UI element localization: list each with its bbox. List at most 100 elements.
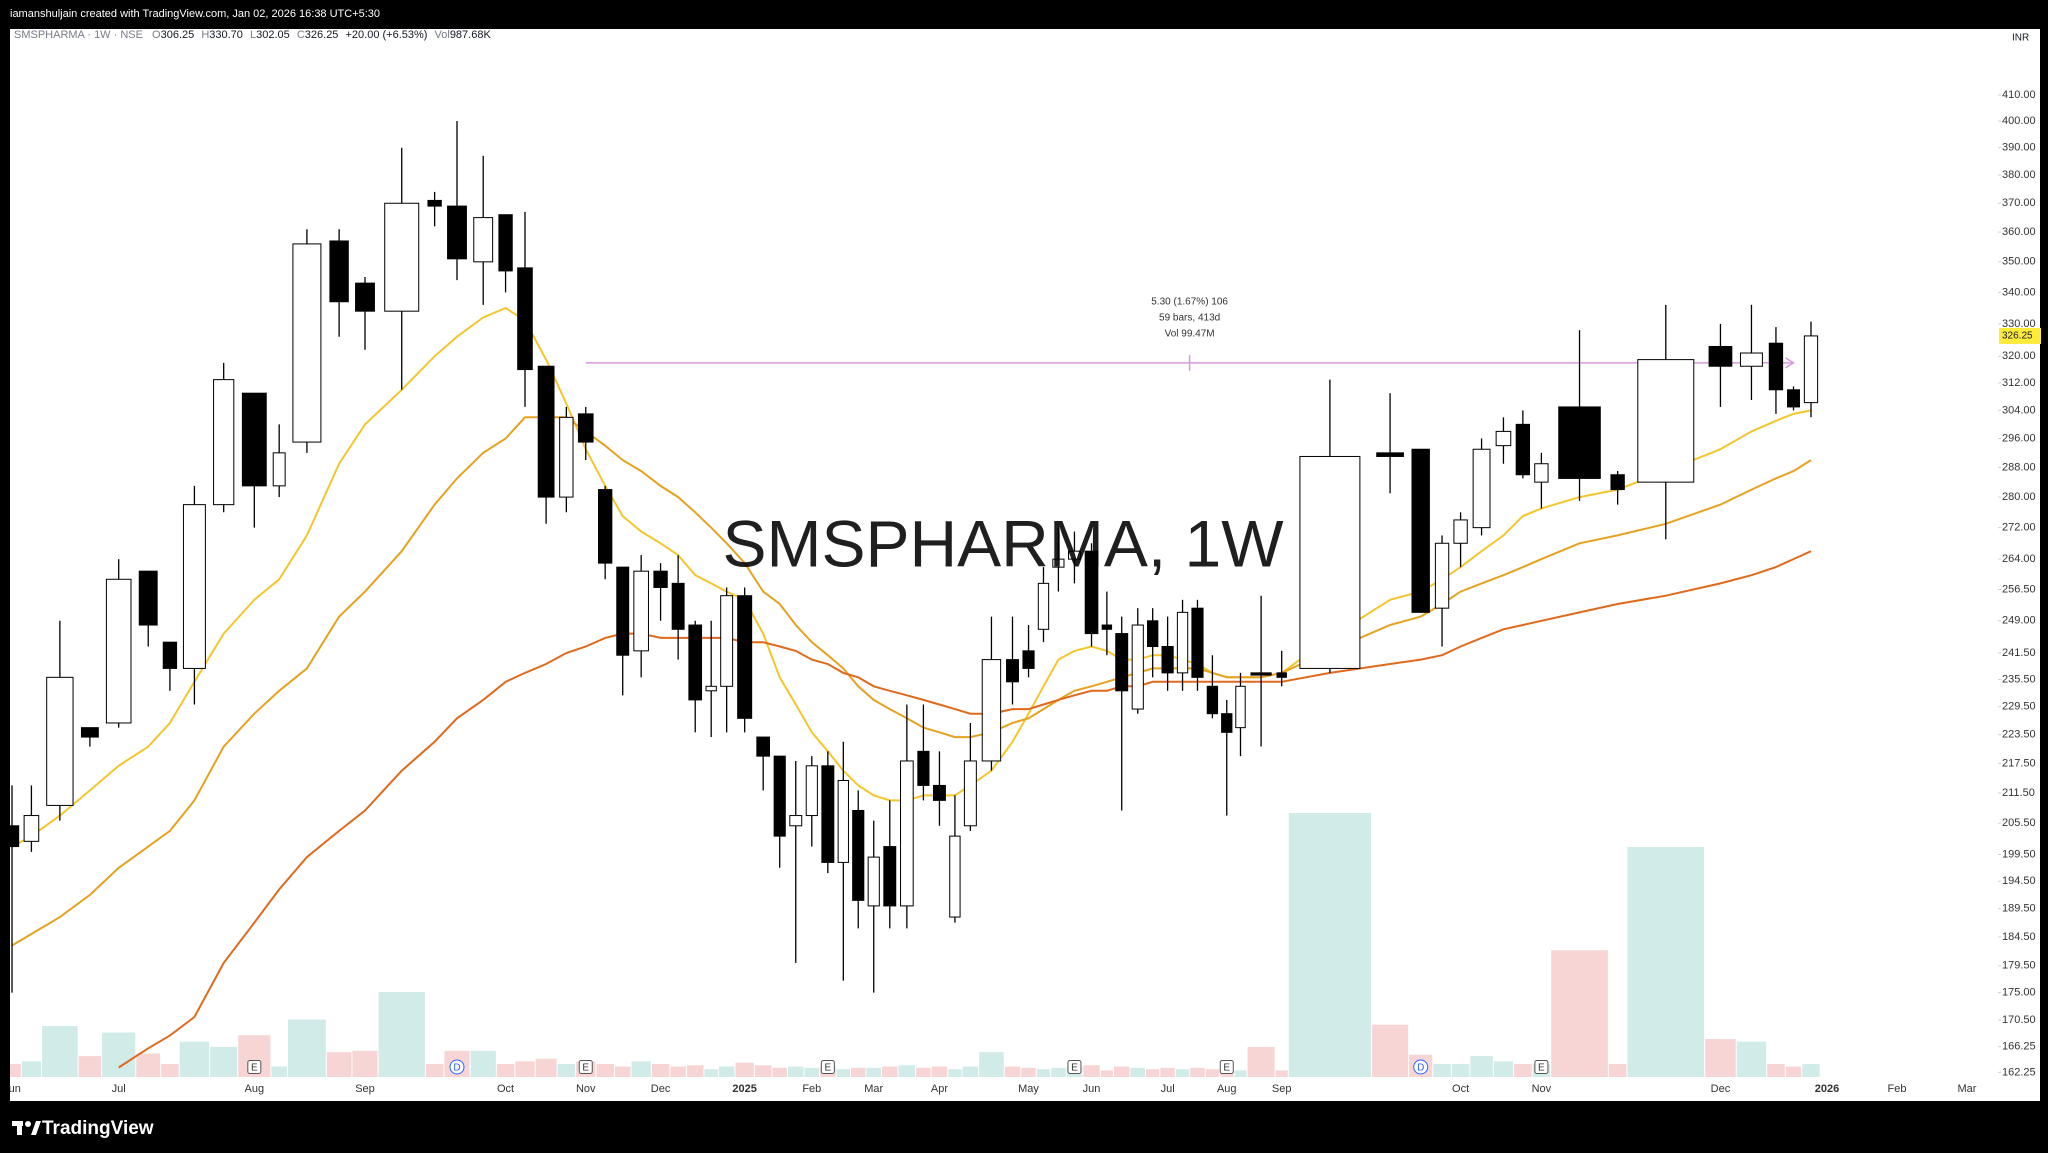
measure-label: 5.30 (1.67%) 106 [1151,297,1228,308]
event-label: E [1538,1063,1545,1074]
volume-bar [10,1063,21,1077]
footer: TradingView [12,1118,154,1139]
candle-body [241,392,267,487]
creator-line: iamanshuljain created with TradingView.c… [10,8,380,20]
candle-body [577,413,594,443]
candle-body [46,676,74,806]
candle-body [981,659,1002,762]
volume-bar [804,1067,820,1077]
candle-body [138,570,158,626]
x-tick-label: Nov [1532,1083,1552,1095]
candle-body [1147,620,1159,648]
volume-bar [78,1056,102,1077]
y-tick-label: 360.00 [2002,226,2036,238]
legend-key: Vol [435,29,450,41]
legend-change: +20.00 (+6.53%) [346,29,428,41]
volume-bar [898,1065,916,1077]
volume-bar [881,1066,898,1077]
candle-body [105,578,132,724]
volume-bar [1113,1066,1130,1077]
candle-body [1768,342,1784,391]
legend: SMSPHARMA · 1W · NSE O306.25 H330.70 L30… [14,29,491,41]
y-tick-label: 272.00 [2002,522,2036,534]
candle-body [80,727,99,738]
volume-bar [1234,1070,1247,1077]
volume-bar [1175,1069,1190,1077]
volume-bar [787,1066,804,1077]
price-tag-label: 326.25 [2002,331,2033,342]
volume-bar [1160,1067,1175,1077]
y-tick-label: 330.00 [2002,318,2036,330]
x-tick-label: Mar [864,1083,883,1095]
event-marker [449,1059,465,1075]
moving-average [11,416,1812,947]
candle-body [1787,389,1800,408]
candle-body [1637,359,1695,483]
volume-bar [557,1063,576,1077]
x-tick-label: Jul [1161,1083,1175,1095]
event-label: E [825,1063,832,1074]
candle-body [1235,685,1246,729]
x-tick-label: Sep [1272,1083,1292,1095]
moving-average [118,550,1812,1069]
x-tick-label: Oct [497,1083,514,1095]
logo-part [31,1121,41,1135]
y-tick-label: 205.50 [2002,817,2036,829]
event-label: E [251,1063,258,1074]
x-tick-label: Dec [651,1083,671,1095]
y-tick-label: 304.00 [2002,404,2036,416]
candle-body [867,856,880,907]
candle-body [498,214,513,272]
y-tick-label: 223.50 [2002,729,2036,741]
candle-body [900,760,914,907]
volume-bar [1083,1065,1100,1077]
volume-bar [515,1061,535,1077]
y-tick-label: 199.50 [2002,848,2036,860]
candle-body [852,809,865,901]
x-tick-label: 2025 [732,1083,756,1095]
candle-body [1221,713,1233,733]
volume-bar [1021,1067,1036,1077]
event-label: E [1223,1063,1230,1074]
volume-bar [704,1069,718,1077]
candle-body [473,217,494,263]
volume-bar [1130,1067,1146,1077]
candle-body [1037,582,1050,630]
x-tick-label: May [1018,1083,1039,1095]
measure-label: Vol 99.47M [1165,329,1215,340]
events: E D E E E E D E Jun Jul Aug Sep Oct Nov Dec 2025 Feb Mar A… [10,1059,1977,1095]
x-tick-label: Apr [931,1083,948,1095]
y-tick-label: 249.00 [2002,615,2036,627]
candle-body [384,202,420,312]
volume-bar [916,1067,931,1077]
volume-bar [179,1041,210,1077]
volume-bar [866,1067,881,1077]
legend-value: 326.25 [305,29,339,41]
event-marker [1413,1059,1429,1075]
volume-bar [1627,846,1705,1077]
candle-body [688,624,703,701]
y-tick-label: 312.00 [2002,377,2036,389]
volume-bar [1785,1066,1802,1077]
candle-body [1515,423,1531,476]
candles [10,121,1819,993]
y-tick-label: 380.00 [2002,169,2036,181]
legend-symbol: SMSPHARMA · 1W · NSE [14,29,143,41]
candle-body [1453,519,1468,544]
x-tick-label: Aug [1217,1083,1237,1095]
volume-bar [1433,1063,1451,1077]
volume-bar [948,1069,962,1077]
volume-bar [1100,1070,1113,1077]
event-marker [1067,1060,1082,1074]
volume-bar [631,1061,651,1077]
event-marker [1534,1060,1549,1074]
volume-bar [962,1066,979,1077]
candle-body [517,267,533,371]
legend-value: 306.25 [161,29,195,41]
candle-body [1376,452,1404,457]
volume-bar [754,1065,772,1077]
event-label: E [582,1063,589,1074]
candle-body [1250,672,1272,676]
